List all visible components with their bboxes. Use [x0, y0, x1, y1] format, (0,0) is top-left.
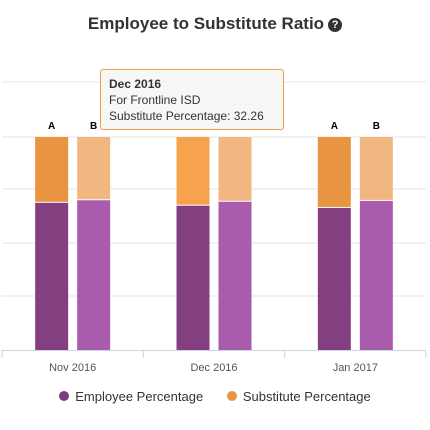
x-tick-label-1: Dec 2016 — [190, 362, 237, 374]
legend-dot-employee — [59, 391, 70, 401]
bar-substitute-b-2[interactable] — [359, 137, 393, 200]
bar-substitute-b-0[interactable] — [77, 137, 111, 200]
tooltip-line-1: For Frontline ISD — [109, 93, 201, 107]
legend-label-employee: Employee Percentage — [75, 389, 204, 404]
bar-substitute-a-2[interactable] — [317, 137, 351, 207]
stack-label-a-0: A — [48, 121, 55, 132]
bar-employee-b-1[interactable] — [218, 201, 252, 350]
stack-label-b-2: B — [373, 121, 380, 132]
legend-item-employee[interactable]: Employee Percentage — [59, 389, 203, 404]
legend-label-substitute: Substitute Percentage — [242, 389, 371, 404]
bar-substitute-b-1[interactable] — [218, 137, 252, 201]
bar-employee-a-0[interactable] — [35, 202, 69, 350]
bar-employee-a-1[interactable] — [176, 205, 210, 350]
chart-legend: Employee Percentage Substitute Percentag… — [0, 389, 430, 404]
chart-title: Employee to Substitute Ratio — [87, 14, 325, 33]
tooltip-title: Dec 2016 — [109, 77, 162, 91]
stack-label-a-2: A — [331, 121, 338, 132]
bar-employee-b-2[interactable] — [359, 200, 393, 350]
bar-substitute-a-1[interactable] — [176, 137, 210, 205]
chart-tooltip: Dec 2016 For Frontline ISD Substitute Pe… — [100, 69, 284, 130]
legend-dot-substitute — [226, 391, 237, 401]
bar-employee-a-2[interactable] — [317, 207, 351, 350]
x-tick-label-2: Jan 2017 — [333, 362, 378, 374]
help-icon[interactable]: ? — [328, 18, 343, 32]
legend-item-substitute[interactable]: Substitute Percentage — [226, 389, 371, 404]
x-tick-label-0: Nov 2016 — [49, 362, 96, 374]
bar-employee-b-0[interactable] — [77, 200, 111, 350]
stack-label-b-0: B — [90, 121, 97, 132]
bar-substitute-a-0[interactable] — [35, 137, 69, 202]
chart-title-row: Employee to Substitute Ratio? — [0, 14, 430, 34]
tooltip-line-2: Substitute Percentage: 32.26 — [109, 109, 264, 123]
